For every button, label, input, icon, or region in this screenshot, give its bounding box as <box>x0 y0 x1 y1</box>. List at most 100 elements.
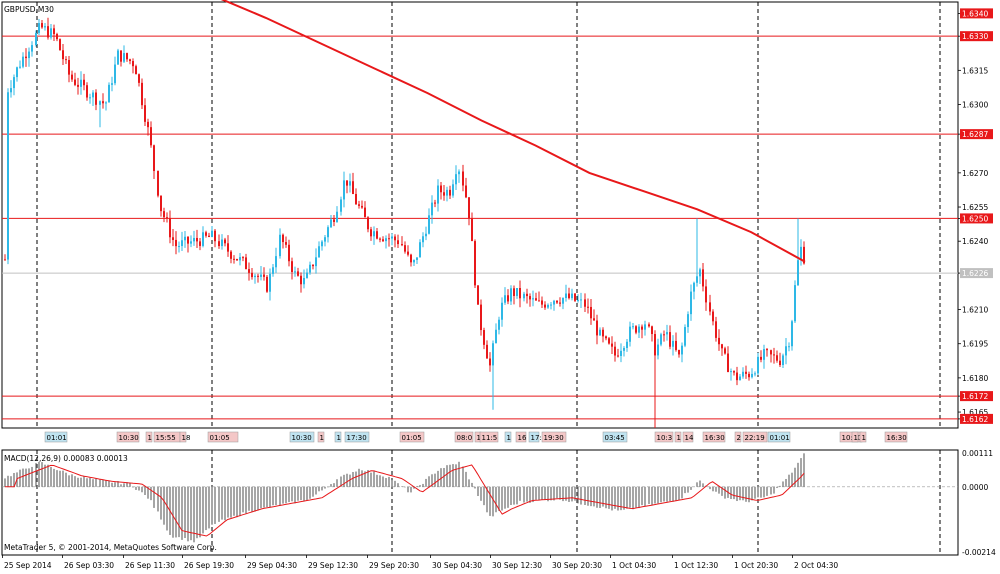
event-tag-label: 01:05 <box>402 434 422 442</box>
candle-bull <box>742 371 744 377</box>
price-level-marker <box>960 129 993 140</box>
macd-panel <box>2 453 958 543</box>
candle-bull <box>22 56 24 67</box>
event-tag[interactable]: 16:30 <box>884 431 908 443</box>
event-tag[interactable]: 01:01 <box>44 431 68 443</box>
candle-bear <box>263 274 265 277</box>
candle-bull <box>754 373 756 375</box>
event-tag[interactable]: 2 <box>734 431 742 443</box>
event-tag[interactable]: 16 <box>515 431 527 443</box>
candle-bear <box>712 311 714 322</box>
candle-bull <box>452 184 454 196</box>
event-tag[interactable]: 1 <box>674 431 682 443</box>
candle-bull <box>492 343 494 366</box>
event-tag[interactable]: 16:30 <box>702 431 726 443</box>
event-tag[interactable]: 22:19 <box>742 431 768 443</box>
event-tag-box <box>334 431 342 443</box>
event-tag[interactable]: 11:5 <box>479 431 499 443</box>
candle-bear <box>541 300 543 305</box>
candle-bear <box>584 299 586 307</box>
candle-bull <box>294 271 296 273</box>
candle-bull <box>757 356 759 374</box>
candle-bull <box>797 260 799 286</box>
candle-bull <box>562 298 564 304</box>
event-tag[interactable]: 03:45 <box>602 431 628 443</box>
candle-bear <box>199 241 201 246</box>
event-tag-box <box>515 431 527 443</box>
candle-bull <box>794 285 796 322</box>
event-tag[interactable]: 17:30 <box>344 431 370 443</box>
event-tag[interactable]: 10:30 <box>289 431 315 443</box>
candle-bear <box>440 185 442 193</box>
macd-scale-label: 0.0000 <box>962 483 988 492</box>
event-tag[interactable]: 08:0 <box>454 431 474 443</box>
candle-bear <box>333 219 335 222</box>
price-level-marker <box>960 213 993 224</box>
candle-bull <box>31 45 33 52</box>
candle-bear <box>394 236 396 241</box>
candle-bear <box>68 60 70 75</box>
event-tag[interactable]: 10:3 <box>654 431 674 443</box>
candle-bear <box>147 121 149 128</box>
candle-bear <box>568 293 570 299</box>
event-tag-box <box>674 431 682 443</box>
candle-bear <box>214 230 216 242</box>
candle-bear <box>593 318 595 321</box>
event-tag-box <box>851 431 859 443</box>
candle-bull <box>336 211 338 222</box>
price-level-marker <box>960 8 993 19</box>
event-tag[interactable]: 15:55 <box>153 431 181 443</box>
candle-bull <box>751 373 753 378</box>
event-tag[interactable]: 1 <box>317 431 325 443</box>
candle-bear <box>462 171 464 186</box>
macd-signal-line <box>5 464 805 537</box>
candle-bear <box>367 217 369 230</box>
candle-bear <box>489 358 491 366</box>
candle-bear <box>172 237 174 240</box>
candle-bear <box>602 329 604 337</box>
candle-bull <box>620 350 622 357</box>
time-label: 30 Sep 12:30 <box>492 561 542 570</box>
candle-bull <box>321 241 323 247</box>
event-tag[interactable]: 10:30 <box>116 431 140 443</box>
event-tag[interactable]: 1 <box>504 431 512 443</box>
event-tag[interactable]: 1 <box>145 431 153 443</box>
event-tag-label: 10:30 <box>842 434 862 442</box>
time-label: 1 Oct 20:30 <box>734 561 778 570</box>
candle-bull <box>315 257 317 267</box>
event-tag[interactable]: 01:01 <box>767 431 791 443</box>
event-tag-label: 14 <box>685 434 694 442</box>
event-tags: 01:01 10:30 1 15:55 18 01:05 10:30 1 1 17:30 01:05… <box>44 431 908 443</box>
candle-bull <box>343 180 345 200</box>
candle-bear <box>407 251 409 255</box>
macd-scale-label: -0.00214 <box>962 548 996 557</box>
candle-bear <box>745 371 747 374</box>
event-tag[interactable]: 19:30 <box>541 431 567 443</box>
candle-bear <box>86 85 88 98</box>
candle-bear <box>544 304 546 308</box>
event-tag[interactable]: 17: <box>528 431 542 443</box>
candle-bear <box>535 298 537 301</box>
event-tag[interactable]: 10:30 <box>839 431 863 443</box>
event-tag[interactable]: 1 <box>334 431 342 443</box>
event-tag[interactable]: 18 <box>179 431 190 443</box>
candle-bull <box>699 269 701 277</box>
candle-bull <box>501 302 503 320</box>
event-tag[interactable]: 1 <box>851 431 859 443</box>
time-label: 1 Oct 04:30 <box>612 561 656 570</box>
event-tag-label: 01:01 <box>47 434 67 442</box>
event-tag[interactable]: 14 <box>682 431 694 443</box>
candle-bear <box>120 50 122 62</box>
candle-bear <box>721 344 723 349</box>
event-tag[interactable]: 01:05 <box>207 431 239 443</box>
candle-bull <box>455 174 457 185</box>
event-tag[interactable]: 1 <box>859 431 867 443</box>
candle-bear <box>641 326 643 330</box>
event-tag[interactable]: 01:05 <box>399 431 425 443</box>
candle-bull <box>38 23 40 33</box>
candle-bear <box>477 285 479 305</box>
event-tag-label: 1 <box>148 434 152 442</box>
candle-bull <box>763 349 765 360</box>
